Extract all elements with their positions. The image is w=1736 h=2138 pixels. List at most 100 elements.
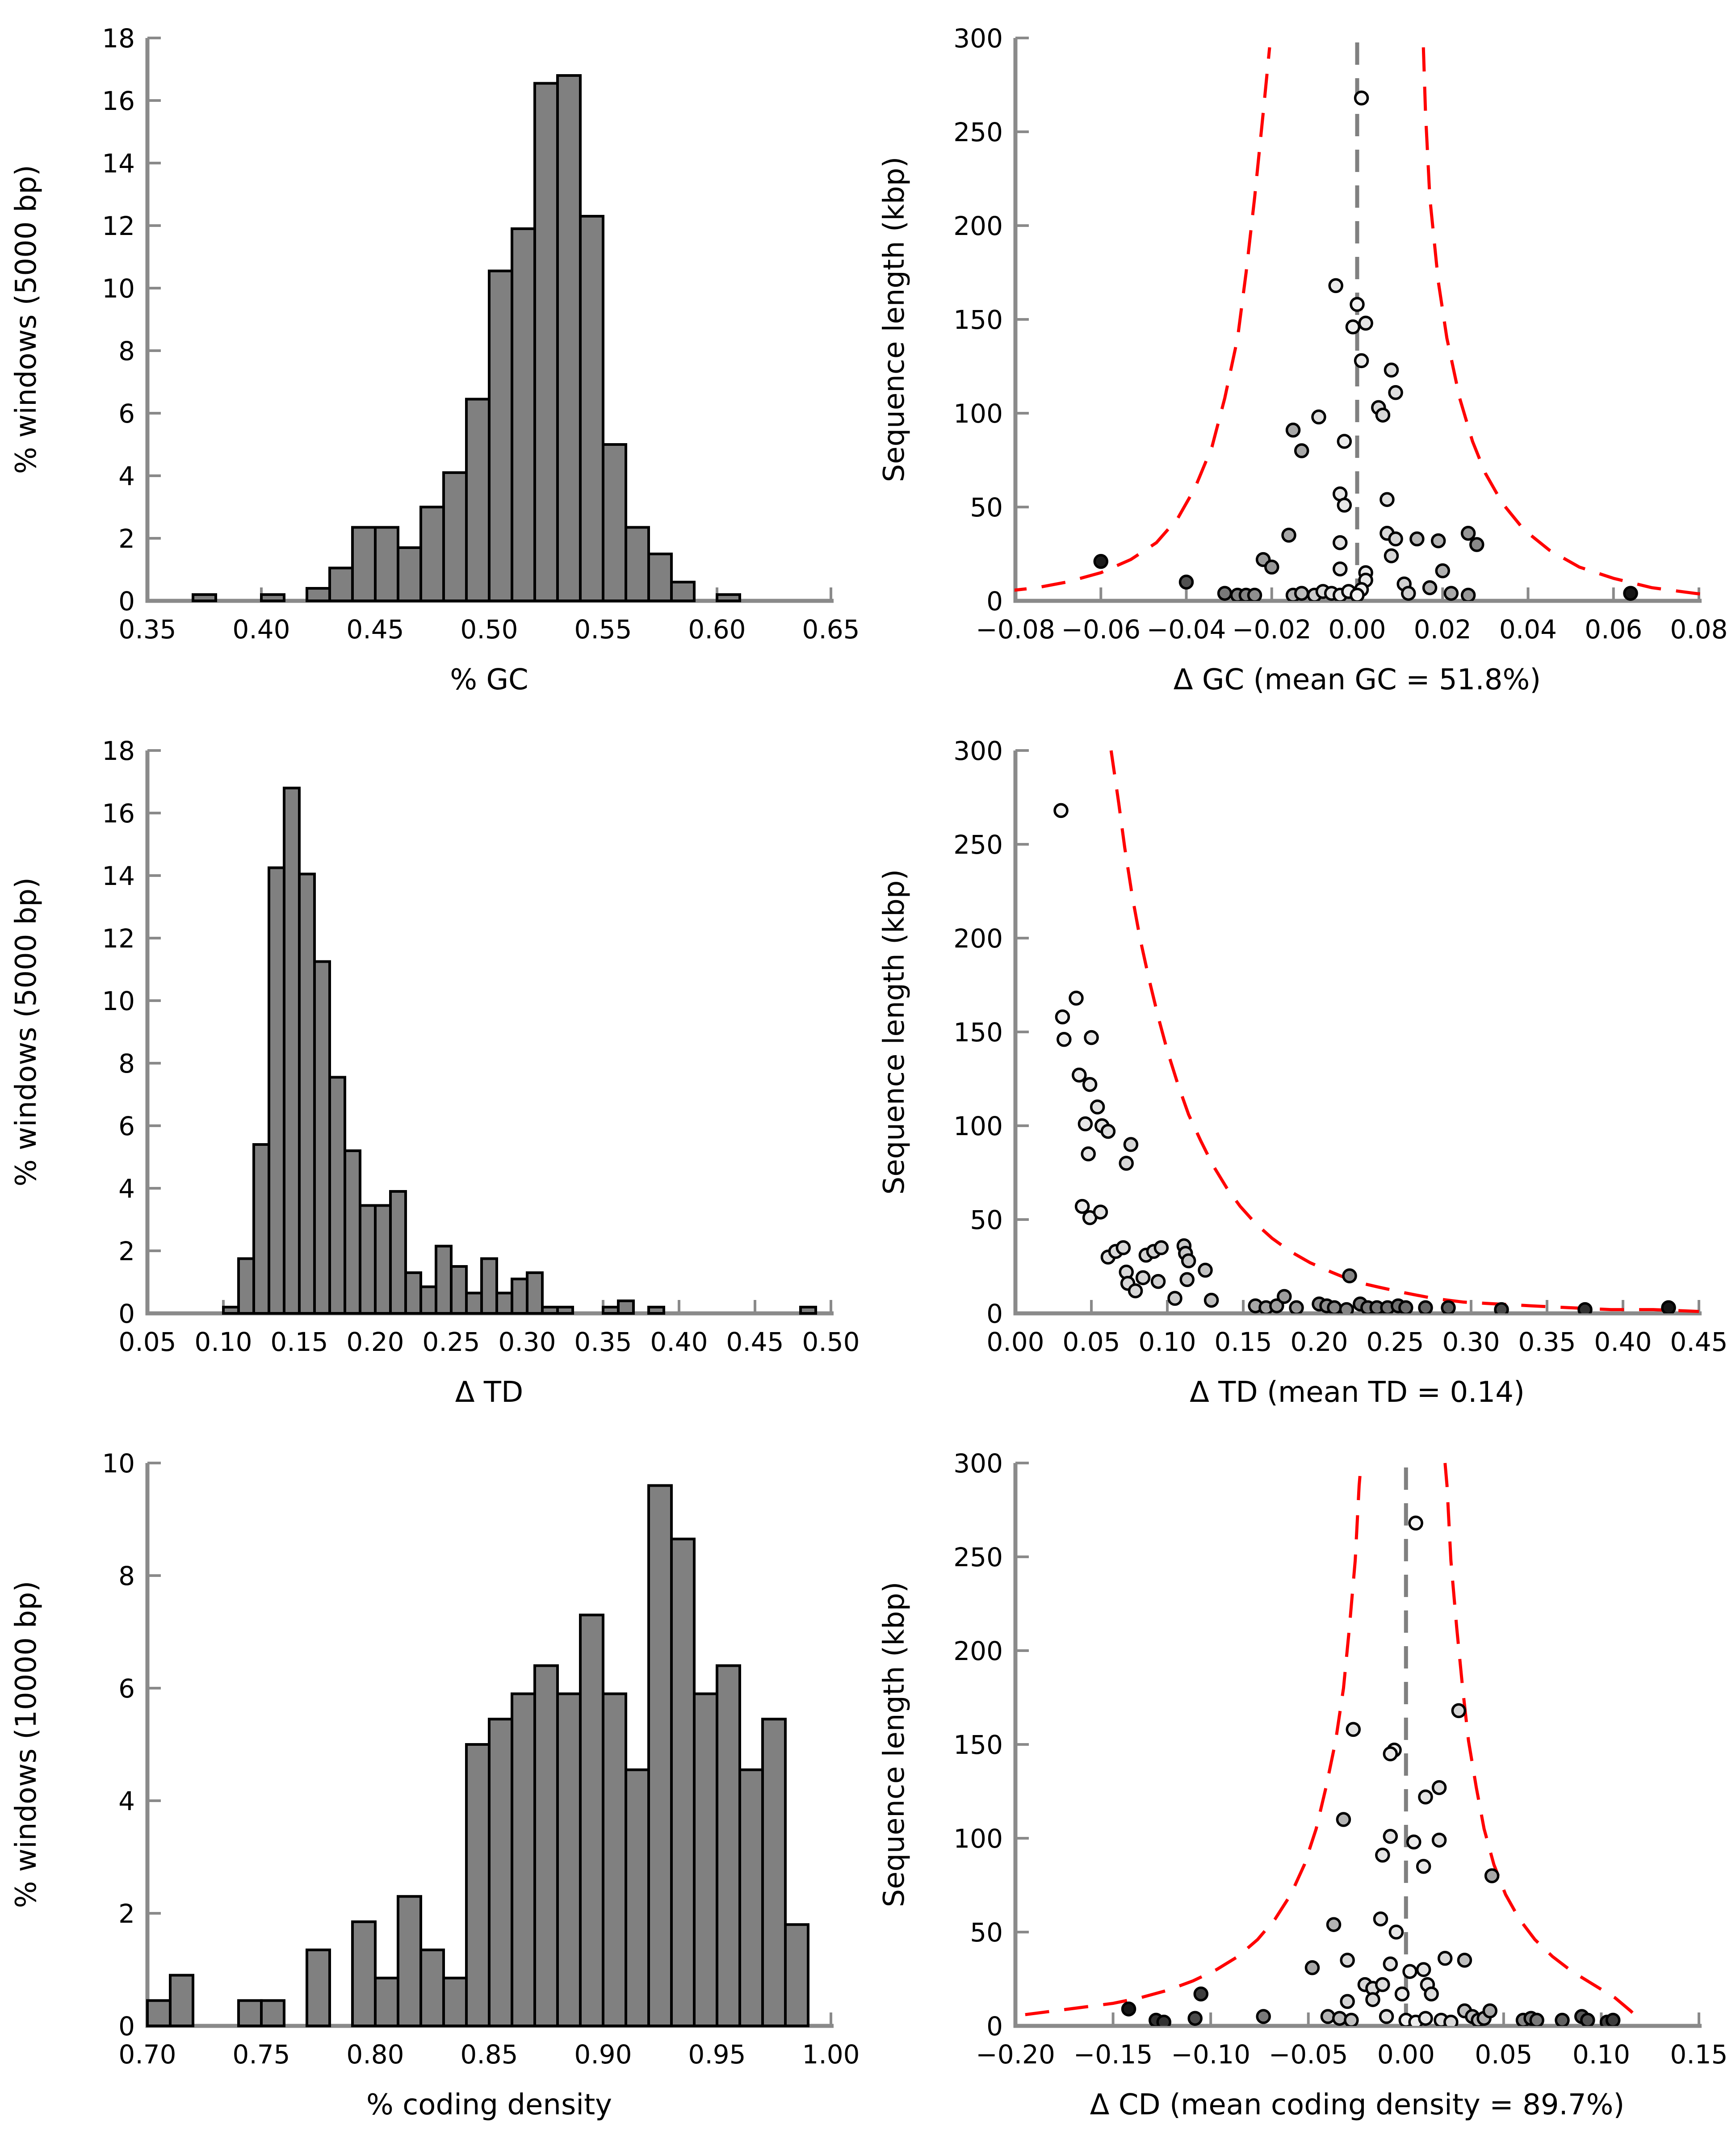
x-tick-label: 0.50 bbox=[460, 614, 518, 645]
x-tick-label: 0.20 bbox=[346, 1327, 404, 1357]
y-tick-label: 150 bbox=[953, 305, 1003, 335]
data-point bbox=[1289, 1300, 1304, 1313]
y-tick-label: 12 bbox=[102, 211, 135, 241]
x-tick-label: 0.06 bbox=[1585, 614, 1642, 645]
y-tick-label: 8 bbox=[118, 336, 135, 366]
x-tick-label: 0.50 bbox=[802, 1327, 860, 1357]
data-point bbox=[1441, 1300, 1456, 1313]
histogram-bar bbox=[374, 1976, 399, 2028]
data-point bbox=[1373, 1911, 1388, 1927]
data-point bbox=[1416, 1859, 1431, 1874]
data-point bbox=[1422, 580, 1438, 595]
data-point bbox=[1418, 1300, 1433, 1313]
x-axis-label: Δ TD (mean TD = 0.14) bbox=[1190, 1376, 1525, 1409]
y-tick-label: 6 bbox=[118, 1111, 135, 1141]
histogram-bar bbox=[625, 1768, 650, 2027]
data-point bbox=[1365, 1992, 1380, 2007]
data-point bbox=[1326, 1917, 1342, 1932]
scatter-points bbox=[1053, 803, 1676, 1313]
data-point bbox=[1187, 2011, 1203, 2026]
data-point bbox=[1093, 1204, 1108, 1220]
histogram-bar bbox=[647, 1306, 665, 1315]
histogram-bar bbox=[647, 1484, 673, 2027]
y-axis-label: Sequence length (kbp) bbox=[878, 869, 911, 1195]
data-point bbox=[1384, 548, 1399, 563]
x-tick-label: −0.02 bbox=[1232, 614, 1312, 645]
histogram-bar bbox=[252, 1143, 270, 1315]
data-point bbox=[1333, 535, 1348, 550]
histogram-bar bbox=[237, 1257, 255, 1315]
histogram-bar bbox=[450, 1265, 468, 1315]
data-point bbox=[1072, 1067, 1087, 1083]
y-tick-label: 4 bbox=[118, 461, 135, 491]
data-point bbox=[1100, 1123, 1116, 1139]
data-point bbox=[1304, 1960, 1320, 1975]
y-tick-label: 8 bbox=[118, 1048, 135, 1079]
histogram-bar bbox=[602, 1306, 620, 1315]
data-point bbox=[1623, 586, 1638, 601]
x-tick-label: 0.15 bbox=[1670, 2039, 1728, 2070]
data-point bbox=[1375, 1977, 1390, 1992]
histogram-bar bbox=[617, 1300, 635, 1315]
data-point bbox=[1580, 2012, 1595, 2026]
y-tick-label: 50 bbox=[970, 1917, 1003, 1948]
data-point bbox=[1167, 1291, 1182, 1306]
histogram-bar bbox=[511, 1692, 536, 2027]
data-point bbox=[1055, 1009, 1070, 1025]
y-tick-label: 10 bbox=[102, 273, 135, 304]
histogram-bar bbox=[602, 443, 627, 602]
histogram-bar bbox=[351, 526, 377, 602]
x-tick-label: 0.25 bbox=[1366, 1327, 1424, 1357]
x-tick-label: 0.45 bbox=[726, 1327, 784, 1357]
data-point bbox=[1418, 2011, 1433, 2026]
y-tick-label: 2 bbox=[118, 1236, 135, 1266]
histogram-bar bbox=[670, 581, 696, 602]
histogram-bar bbox=[419, 1285, 437, 1315]
x-tick-label: 0.08 bbox=[1670, 614, 1728, 645]
histogram-bar bbox=[313, 960, 331, 1315]
x-tick-label: 0.30 bbox=[498, 1327, 556, 1357]
data-point bbox=[1123, 1137, 1139, 1152]
histogram-bar bbox=[404, 1271, 422, 1315]
data-point bbox=[1379, 2009, 1394, 2024]
data-point bbox=[1339, 1302, 1354, 1313]
data-point bbox=[1150, 1274, 1166, 1289]
td-histogram-panel: 0.05 0.10 0.15 0.20 0.25 0.30 0.35 0.40 0.45 0.50… bbox=[0, 713, 868, 1425]
data-point bbox=[1053, 803, 1069, 818]
histogram-bar bbox=[579, 215, 604, 602]
x-axis-label: Δ TD bbox=[455, 1376, 524, 1409]
bound-curve bbox=[1109, 750, 1699, 1313]
x-tick-label: 0.80 bbox=[346, 2039, 404, 2070]
y-tick-label: 0 bbox=[118, 586, 135, 616]
data-point bbox=[1443, 586, 1459, 601]
histogram-bar bbox=[442, 471, 468, 602]
y-tick-label: 8 bbox=[118, 1561, 135, 1591]
y-tick-label: 50 bbox=[970, 1205, 1003, 1235]
data-point bbox=[1135, 1270, 1151, 1285]
x-tick-label: 0.60 bbox=[688, 614, 746, 645]
data-point bbox=[1424, 1986, 1439, 2002]
histogram-bars bbox=[146, 1484, 809, 2028]
y-tick-label: 0 bbox=[986, 586, 1003, 616]
x-tick-label: 0.10 bbox=[1138, 1327, 1196, 1357]
data-point bbox=[1661, 1300, 1676, 1313]
data-point bbox=[1401, 586, 1416, 601]
y-tick-label: 4 bbox=[118, 1174, 135, 1204]
data-point bbox=[1198, 1262, 1213, 1278]
data-point bbox=[1383, 1746, 1398, 1761]
data-point bbox=[1340, 1953, 1355, 1968]
x-tick-label: 0.35 bbox=[1518, 1327, 1576, 1357]
x-tick-label: 0.15 bbox=[1214, 1327, 1272, 1357]
data-point bbox=[1344, 2012, 1359, 2026]
bound-curve bbox=[1443, 1463, 1642, 2021]
y-tick-label: 16 bbox=[102, 86, 135, 116]
data-point bbox=[1337, 498, 1352, 513]
histogram-bar bbox=[397, 1895, 422, 2027]
data-point bbox=[1345, 319, 1361, 335]
histogram-bar bbox=[526, 1271, 544, 1315]
histogram-bar bbox=[556, 1306, 574, 1315]
x-tick-label: −0.08 bbox=[976, 614, 1055, 645]
y-tick-label: 250 bbox=[953, 117, 1003, 147]
data-point bbox=[1332, 2011, 1347, 2026]
y-tick-label: 12 bbox=[102, 923, 135, 954]
